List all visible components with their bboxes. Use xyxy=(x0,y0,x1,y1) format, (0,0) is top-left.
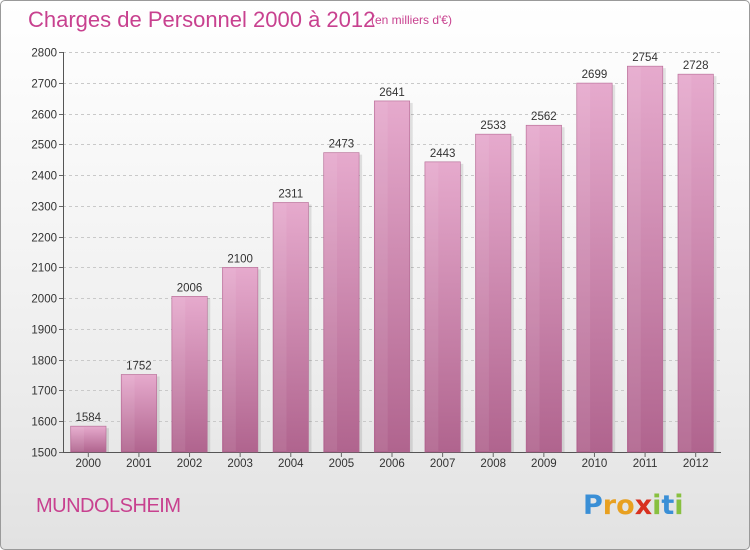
bar xyxy=(120,374,157,453)
x-tick-label: 2002 xyxy=(177,458,203,470)
bar-highlight xyxy=(71,427,84,451)
chart-subtitle: (en milliers d'€) xyxy=(371,13,452,27)
proxiti-logo: Proxiti xyxy=(583,490,684,521)
x-tick-label: 2009 xyxy=(531,458,557,470)
bar-highlight xyxy=(324,153,338,451)
data-label: 1752 xyxy=(126,360,152,372)
data-label: 2699 xyxy=(582,69,608,81)
labels: 1500 1600 1700 1800 1900 2000 2100 2200 2300 2400… xyxy=(31,48,708,471)
bar-highlight xyxy=(375,101,388,451)
axes xyxy=(59,52,721,457)
logo-letter: i xyxy=(674,490,684,521)
bar-highlight xyxy=(122,375,135,451)
x-tick-label: 2005 xyxy=(329,458,355,470)
logo-letter: i xyxy=(652,490,662,521)
logo-letter: x xyxy=(634,490,653,521)
y-tick-label: 2100 xyxy=(31,263,57,275)
bar xyxy=(373,100,411,453)
data-label: 2641 xyxy=(379,87,405,99)
bar-highlight xyxy=(172,297,186,451)
bar-highlight xyxy=(274,203,287,451)
data-label: 2562 xyxy=(531,111,557,123)
data-label: 2728 xyxy=(683,60,709,72)
x-tick-label: 2001 xyxy=(126,458,152,470)
data-label: 2754 xyxy=(632,52,658,64)
y-tick-label: 1900 xyxy=(31,325,57,337)
bar xyxy=(627,65,664,453)
data-label: 2100 xyxy=(227,253,253,265)
bar xyxy=(677,73,714,453)
x-tick-label: 2004 xyxy=(278,458,304,470)
y-tick-label: 2000 xyxy=(31,294,57,306)
x-tick-label: 2003 xyxy=(227,458,253,470)
data-label: 2311 xyxy=(278,188,303,200)
x-tick-label: 2006 xyxy=(379,458,405,470)
y-tick-label: 1500 xyxy=(31,448,57,460)
data-label: 1584 xyxy=(76,412,102,424)
bar-highlight xyxy=(425,162,439,451)
y-tick-label: 2400 xyxy=(31,171,57,183)
logo-letter: t xyxy=(661,490,675,521)
bar-highlight xyxy=(577,84,591,452)
bar-highlight xyxy=(678,75,692,452)
x-tick-label: 2007 xyxy=(430,458,456,470)
y-tick-label: 1700 xyxy=(31,386,57,398)
bar xyxy=(424,161,461,453)
logo-letter: o xyxy=(616,490,635,521)
bar xyxy=(525,124,562,453)
commune-name: MUNDOLSHEIM xyxy=(36,495,181,517)
logo-letter: P xyxy=(583,490,603,521)
x-tick-label: 2011 xyxy=(633,458,658,470)
bar-highlight xyxy=(476,135,489,451)
bar-highlight xyxy=(527,126,540,451)
y-tick-label: 2200 xyxy=(31,233,57,245)
bar xyxy=(323,152,360,453)
data-label: 2006 xyxy=(177,282,203,294)
bar-highlight xyxy=(223,268,236,451)
bar xyxy=(576,82,613,453)
y-tick-label: 2800 xyxy=(31,48,57,60)
bar xyxy=(475,133,512,453)
data-label: 2443 xyxy=(430,148,456,160)
data-label: 2473 xyxy=(329,139,355,151)
x-tick-label: 2000 xyxy=(76,458,102,470)
bar xyxy=(222,267,259,453)
data-label: 2533 xyxy=(480,120,506,132)
bar xyxy=(272,202,309,453)
logo-letter: r xyxy=(602,490,617,521)
y-tick-label: 2600 xyxy=(31,110,57,122)
bars xyxy=(70,65,717,453)
y-tick-label: 1800 xyxy=(31,356,57,368)
x-tick-label: 2008 xyxy=(480,458,506,470)
x-tick-label: 2010 xyxy=(582,458,608,470)
bar xyxy=(70,425,107,453)
x-tick-label: 2012 xyxy=(683,458,709,470)
chart-title: Charges de Personnel 2000 à 2012 xyxy=(28,7,376,32)
bar xyxy=(171,296,208,453)
y-tick-label: 2700 xyxy=(31,79,57,91)
y-tick-label: 2300 xyxy=(31,202,57,214)
y-tick-label: 1600 xyxy=(31,417,57,429)
y-tick-label: 2500 xyxy=(31,140,57,152)
bar-highlight xyxy=(628,67,641,452)
